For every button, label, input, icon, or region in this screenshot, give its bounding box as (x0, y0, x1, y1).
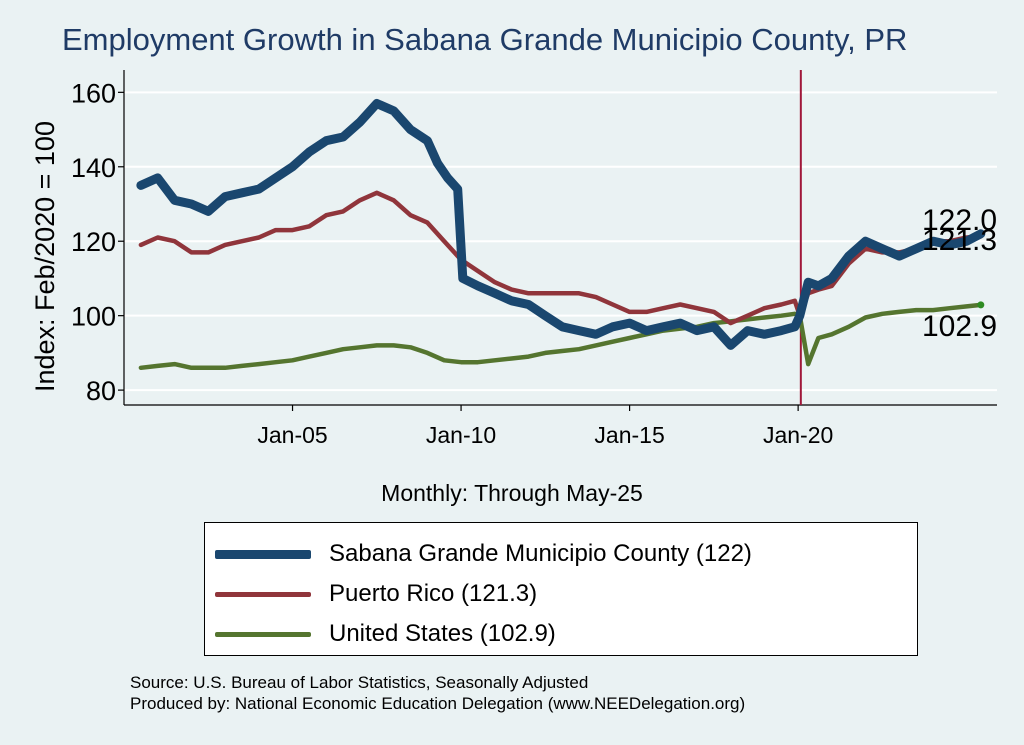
y-tick-label: 140 (71, 153, 116, 183)
legend-label-sabana-grande: Sabana Grande Municipio County (122) (329, 540, 752, 567)
legend-label-united-states: United States (102.9) (329, 620, 556, 647)
series-end-label-1: 121.3 (922, 224, 997, 257)
legend-item-puerto-rico: Puerto Rico (121.3) (215, 577, 537, 611)
x-tick-label: Jan-05 (257, 422, 327, 448)
series-line-1 (138, 190, 984, 326)
y-tick-label: 160 (71, 78, 116, 108)
source-line: Source: U.S. Bureau of Labor Statistics,… (130, 673, 589, 692)
series-endpoint-2 (977, 301, 985, 309)
produced-by-line: Produced by: National Economic Education… (130, 694, 746, 713)
y-tick-label: 80 (86, 376, 116, 406)
series-end-label-0: 122.0 (922, 204, 997, 237)
chart-title: Employment Growth in Sabana Grande Munic… (62, 22, 908, 57)
legend-label-puerto-rico: Puerto Rico (121.3) (329, 580, 538, 607)
series-line-0 (136, 99, 986, 350)
x-tick-label: Jan-20 (763, 422, 833, 448)
series-line-2 (138, 302, 984, 371)
legend: Sabana Grande Municipio County (122) Pue… (204, 522, 918, 656)
x-axis-label: Monthly: Through May-25 (381, 480, 643, 506)
x-tick-label: Jan-10 (426, 422, 496, 448)
legend-swatch-united-states (215, 631, 311, 637)
legend-item-sabana-grande: Sabana Grande Municipio County (122) (215, 537, 752, 571)
y-tick-label: 100 (71, 302, 116, 332)
legend-swatch-puerto-rico (215, 591, 311, 597)
y-tick-label: 120 (71, 227, 116, 257)
legend-item-united-states: United States (102.9) (215, 617, 556, 651)
source-note: Source: U.S. Bureau of Labor Statistics,… (130, 672, 745, 714)
x-tick-label: Jan-15 (594, 422, 664, 448)
series-end-label-2: 102.9 (922, 310, 997, 343)
legend-swatch-sabana-grande (215, 549, 311, 559)
